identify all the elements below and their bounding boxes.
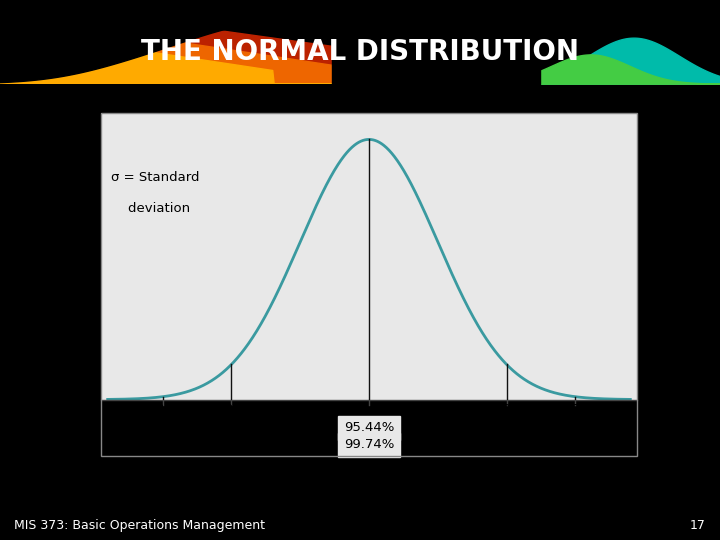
- Text: Mean: Mean: [350, 403, 388, 417]
- Text: 99.74%: 99.74%: [344, 438, 394, 451]
- Text: 95.44%: 95.44%: [344, 421, 394, 435]
- Text: THE NORMAL DISTRIBUTION: THE NORMAL DISTRIBUTION: [141, 38, 579, 66]
- Text: +3σ: +3σ: [561, 403, 590, 417]
- Text: -3σ: -3σ: [151, 403, 174, 417]
- Text: -2σ: -2σ: [220, 403, 243, 417]
- Text: σ = Standard: σ = Standard: [111, 171, 199, 184]
- Text: +2σ: +2σ: [492, 403, 521, 417]
- Text: 17: 17: [690, 519, 706, 532]
- Text: MIS 373: Basic Operations Management: MIS 373: Basic Operations Management: [14, 519, 266, 532]
- Text: deviation: deviation: [111, 202, 190, 215]
